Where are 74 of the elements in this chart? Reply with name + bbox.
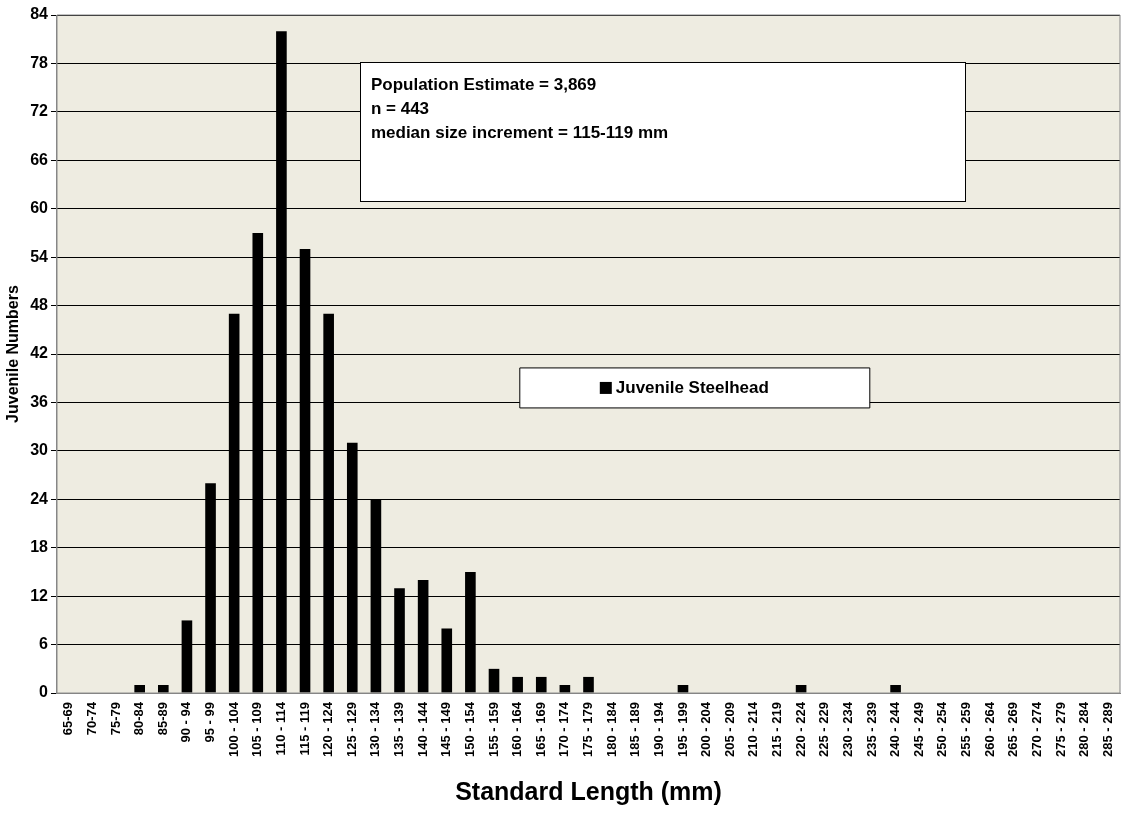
- x-tick-label: 150 - 154: [461, 701, 477, 757]
- x-tick-label: 165 - 169: [532, 702, 548, 757]
- y-tick-label: 24: [30, 489, 49, 507]
- y-tick-label: 0: [39, 683, 49, 701]
- x-tick-label: 185 - 189: [627, 702, 643, 757]
- x-axis-title: Standard Length (mm): [455, 776, 722, 805]
- y-tick-label: 54: [30, 247, 49, 265]
- y-tick-label: 60: [30, 199, 49, 217]
- bar: [134, 685, 145, 693]
- bar: [890, 685, 901, 693]
- x-tick-label: 240 - 244: [887, 701, 903, 757]
- annotation: median size increment = 115-119 mm: [370, 122, 670, 144]
- y-tick-label: 42: [30, 344, 49, 362]
- text-box: Population Estimate = 3,869 n = 443 median size increment = 115-119 mm: [359, 62, 966, 202]
- x-tick-label: 130 - 134: [367, 701, 383, 757]
- x-tick-label: 205 - 209: [721, 702, 737, 757]
- x-tick-label: 255 - 259: [958, 702, 974, 757]
- x-tick-label: 200 - 204: [698, 701, 714, 757]
- bar: [157, 685, 169, 693]
- x-tick-label: 190 - 194: [650, 701, 666, 757]
- bar: [535, 676, 547, 693]
- x-tick-label: 65-69: [60, 702, 76, 736]
- x-tick-label: 180 - 184: [603, 701, 619, 757]
- x-tick-label: 175 - 179: [580, 702, 596, 757]
- x-tick-label: 85-89: [154, 702, 170, 736]
- legend-label: Juvenile Steelhead: [615, 377, 769, 397]
- x-tick-label: 280 - 284: [1076, 701, 1092, 757]
- y-tick-label: 6: [39, 635, 49, 653]
- x-tick-label: 100 - 104: [225, 701, 241, 757]
- bar: [583, 676, 594, 693]
- annotation: Population Estimate = 3,869: [370, 74, 598, 96]
- y-tick-label: 78: [30, 53, 49, 71]
- y-tick-label: 18: [30, 538, 49, 556]
- x-tick-label: 110 - 114: [272, 701, 288, 756]
- y-tick-label: 72: [30, 102, 49, 120]
- x-tick-label: 170 - 174: [556, 701, 572, 757]
- x-tick-label: 285 - 289: [1099, 702, 1115, 757]
- x-tick-label: 270 - 274: [1028, 701, 1044, 757]
- x-tick-label: 125 - 129: [343, 702, 359, 757]
- x-tick-label: 225 - 229: [816, 702, 832, 757]
- y-tick-label: 48: [30, 296, 49, 314]
- x-tick-label: 160 - 164: [509, 701, 525, 757]
- bar: [488, 668, 500, 693]
- x-tick-label: 275 - 279: [1052, 702, 1068, 757]
- y-tick-label: 66: [30, 150, 49, 168]
- x-tick-label: 265 - 269: [1005, 702, 1021, 757]
- x-tick-label: 260 - 264: [981, 701, 997, 757]
- y-tick-label: 12: [30, 586, 49, 604]
- x-tick-label: 230 - 234: [839, 701, 855, 757]
- x-tick-label: 235 - 239: [863, 702, 879, 757]
- x-tick-label: 135 - 139: [391, 702, 407, 757]
- bar: [512, 676, 523, 693]
- x-tick-label: 115 - 119: [296, 702, 312, 756]
- y-axis-title: Juvenile Numbers: [4, 285, 22, 423]
- y-tick-label: 36: [30, 392, 49, 410]
- x-tick-label: 70-74: [84, 701, 100, 736]
- x-tick-label: 220 - 224: [792, 701, 808, 757]
- x-tick-label: 120 - 124: [320, 701, 336, 757]
- x-tick-label: 105 - 109: [249, 702, 265, 757]
- x-tick-label: 210 - 214: [745, 701, 761, 757]
- annotation: n = 443: [370, 98, 431, 120]
- x-tick-label: 245 - 249: [910, 702, 926, 757]
- x-tick-label: 250 - 254: [934, 701, 950, 757]
- y-tick-label: 30: [30, 441, 49, 459]
- y-tick-label: 84: [30, 5, 49, 23]
- x-tick-label: 90 - 94: [178, 701, 194, 743]
- x-tick-label: 140 - 144: [414, 701, 430, 757]
- x-tick-label: 145 - 149: [438, 702, 454, 757]
- x-tick-label: 155 - 159: [485, 702, 501, 757]
- x-tick-label: 195 - 199: [674, 702, 690, 757]
- x-tick-label: 95 - 99: [202, 702, 218, 743]
- x-tick-label: 80-84: [131, 701, 147, 736]
- x-tick-label: 75-79: [107, 702, 123, 736]
- x-tick-label: 215 - 219: [769, 702, 785, 757]
